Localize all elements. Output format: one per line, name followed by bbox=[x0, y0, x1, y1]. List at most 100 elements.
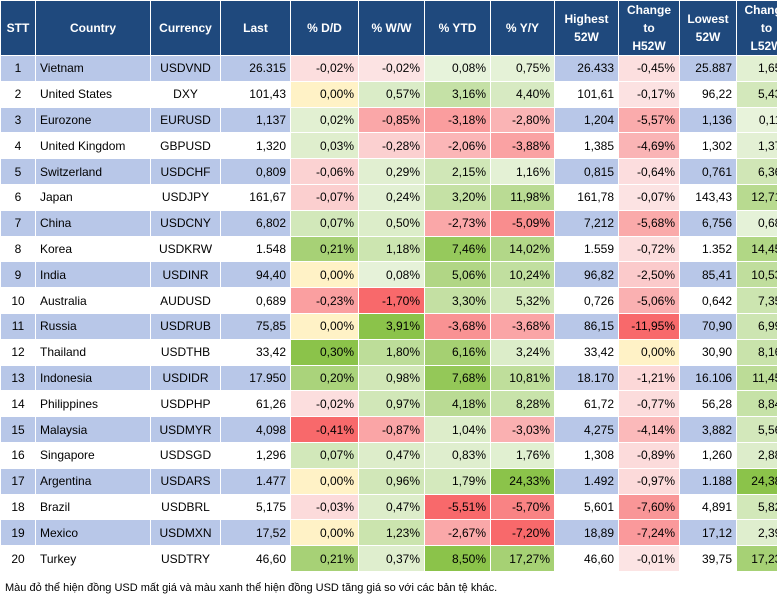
table-row: 11 Russia USDRUB 75,85 0,00% 3,91% -3,68% -3,68… bbox=[0, 312, 777, 340]
cell-pct-dd: 0,30% bbox=[290, 338, 359, 366]
header-change-h52w: Change to H52W bbox=[618, 0, 680, 56]
cell-lowest-52w: 0,761 bbox=[679, 158, 737, 185]
cell-country: Korea bbox=[35, 235, 151, 263]
cell-last: 1,296 bbox=[220, 441, 291, 469]
header-label: Lowest bbox=[687, 12, 729, 26]
cell-change-h52w: 0,00% bbox=[618, 338, 680, 366]
cell-change-l52w: 5,82% bbox=[736, 493, 777, 521]
cell-lowest-52w: 30,90 bbox=[679, 338, 737, 366]
cell-stt: 20 bbox=[0, 545, 36, 572]
cell-currency: EURUSD bbox=[150, 106, 221, 134]
cell-change-l52w: 14,45% bbox=[736, 235, 777, 263]
cell-country: India bbox=[35, 261, 151, 289]
header-change-l52w: Change to L52W bbox=[736, 0, 777, 56]
cell-stt: 17 bbox=[0, 467, 36, 495]
cell-stt: 16 bbox=[0, 441, 36, 469]
cell-pct-ww: 1,23% bbox=[358, 519, 425, 547]
cell-currency: USDVND bbox=[150, 55, 221, 82]
cell-stt: 12 bbox=[0, 338, 36, 366]
cell-last: 0,809 bbox=[220, 158, 291, 185]
header-label: H52W bbox=[632, 39, 666, 53]
table-row: 12 Thailand USDTHB 33,42 0,30% 1,80% 6,16% 3,24… bbox=[0, 338, 777, 366]
cell-pct-dd: 0,07% bbox=[290, 441, 359, 469]
cell-pct-dd: -0,02% bbox=[290, 390, 359, 418]
cell-lowest-52w: 16.106 bbox=[679, 364, 737, 392]
cell-lowest-52w: 4,891 bbox=[679, 493, 737, 521]
cell-pct-ytd: 0,08% bbox=[424, 55, 491, 82]
cell-pct-ytd: 6,16% bbox=[424, 338, 491, 366]
cell-last: 17,52 bbox=[220, 519, 291, 547]
cell-stt: 13 bbox=[0, 364, 36, 392]
cell-country: United States bbox=[35, 80, 151, 108]
cell-pct-ytd: 3,20% bbox=[424, 183, 491, 211]
cell-highest-52w: 1,308 bbox=[554, 441, 619, 469]
cell-pct-ww: 0,47% bbox=[358, 441, 425, 469]
cell-pct-dd: 0,07% bbox=[290, 209, 359, 237]
cell-country: Mexico bbox=[35, 519, 151, 547]
cell-lowest-52w: 1.352 bbox=[679, 235, 737, 263]
header-stt: STT bbox=[0, 0, 36, 56]
cell-highest-52w: 1.559 bbox=[554, 235, 619, 263]
cell-highest-52w: 18,89 bbox=[554, 519, 619, 547]
table-row: 7 China USDCNY 6,802 0,07% 0,50% -2,73% -5,09% 7… bbox=[0, 209, 777, 237]
cell-pct-ytd: 7,68% bbox=[424, 364, 491, 392]
cell-last: 94,40 bbox=[220, 261, 291, 289]
cell-country: Eurozone bbox=[35, 106, 151, 134]
cell-pct-dd: -0,41% bbox=[290, 416, 359, 443]
cell-highest-52w: 86,15 bbox=[554, 312, 619, 340]
cell-pct-ytd: -2,73% bbox=[424, 209, 491, 237]
cell-last: 75,85 bbox=[220, 312, 291, 340]
cell-change-l52w: 2,39% bbox=[736, 519, 777, 547]
cell-change-l52w: 8,84% bbox=[736, 390, 777, 418]
cell-country: Russia bbox=[35, 312, 151, 340]
cell-country: Malaysia bbox=[35, 416, 151, 443]
cell-change-l52w: 17,23% bbox=[736, 545, 777, 572]
header-lowest-52w: Lowest 52W bbox=[679, 0, 737, 56]
cell-pct-yy: 24,33% bbox=[490, 467, 555, 495]
header-label: % YTD bbox=[438, 21, 477, 35]
cell-pct-dd: -0,03% bbox=[290, 493, 359, 521]
header-pct-ww: % W/W bbox=[358, 0, 425, 56]
cell-pct-yy: -3,68% bbox=[490, 312, 555, 340]
cell-country: United Kingdom bbox=[35, 132, 151, 160]
cell-lowest-52w: 143,43 bbox=[679, 183, 737, 211]
cell-pct-yy: 10,81% bbox=[490, 364, 555, 392]
cell-currency: USDCNY bbox=[150, 209, 221, 237]
header-label: Highest bbox=[564, 12, 609, 26]
cell-pct-dd: 0,00% bbox=[290, 261, 359, 289]
cell-currency: USDRUB bbox=[150, 312, 221, 340]
cell-lowest-52w: 6,756 bbox=[679, 209, 737, 237]
cell-pct-yy: -3,03% bbox=[490, 416, 555, 443]
cell-highest-52w: 18.170 bbox=[554, 364, 619, 392]
cell-currency: DXY bbox=[150, 80, 221, 108]
cell-pct-dd: -0,02% bbox=[290, 55, 359, 82]
cell-pct-yy: 4,40% bbox=[490, 80, 555, 108]
header-pct-yy: % Y/Y bbox=[490, 0, 555, 56]
cell-change-l52w: 5,43% bbox=[736, 80, 777, 108]
cell-change-h52w: -0,07% bbox=[618, 183, 680, 211]
cell-change-l52w: 1,65% bbox=[736, 55, 777, 82]
cell-change-l52w: 1,37% bbox=[736, 132, 777, 160]
cell-change-l52w: 2,88% bbox=[736, 441, 777, 469]
cell-change-h52w: -0,89% bbox=[618, 441, 680, 469]
cell-stt: 6 bbox=[0, 183, 36, 211]
cell-pct-ww: -0,85% bbox=[358, 106, 425, 134]
cell-pct-ww: -0,28% bbox=[358, 132, 425, 160]
cell-highest-52w: 0,726 bbox=[554, 287, 619, 314]
cell-change-h52w: -7,24% bbox=[618, 519, 680, 547]
cell-pct-ytd: -2,67% bbox=[424, 519, 491, 547]
cell-pct-dd: 0,00% bbox=[290, 467, 359, 495]
cell-last: 161,67 bbox=[220, 183, 291, 211]
table-row: 2 United States DXY 101,43 0,00% 0,57% 3,16% 4,… bbox=[0, 80, 777, 108]
cell-lowest-52w: 96,22 bbox=[679, 80, 737, 108]
cell-highest-52w: 33,42 bbox=[554, 338, 619, 366]
table-row: 5 Switzerland USDCHF 0,809 -0,06% 0,29% 2,15% 1… bbox=[0, 158, 777, 185]
cell-currency: USDPHP bbox=[150, 390, 221, 418]
cell-pct-ytd: 3,30% bbox=[424, 287, 491, 314]
cell-pct-dd: 0,21% bbox=[290, 545, 359, 572]
header-label: L52W bbox=[750, 39, 777, 53]
currency-table: STT Country Currency Last % D/D % W/W % YTD % Y… bbox=[0, 0, 777, 572]
header-currency: Currency bbox=[150, 0, 221, 56]
cell-change-h52w: -11,95% bbox=[618, 312, 680, 340]
cell-highest-52w: 96,82 bbox=[554, 261, 619, 289]
